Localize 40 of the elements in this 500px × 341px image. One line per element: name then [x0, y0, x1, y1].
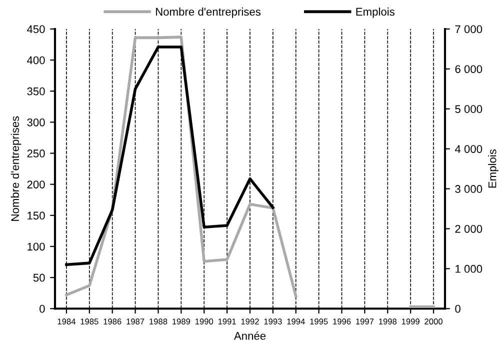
- x-tick-label: 1985: [80, 318, 98, 324]
- x-tick-label: 1998: [379, 318, 397, 324]
- y-tick-label: 0: [40, 304, 45, 313]
- y-tick-label: 250: [27, 150, 45, 158]
- y2-axis-title: Emplois: [488, 149, 498, 188]
- y2-tick-label: 4 000: [454, 145, 482, 153]
- y-tick-label: 50: [33, 274, 45, 282]
- y2-tick-label: 2 000: [455, 224, 482, 233]
- x-tick-label: 1989: [172, 318, 190, 324]
- x-tick-label: 1997: [356, 318, 374, 324]
- x-tick-label: 1999: [402, 318, 420, 324]
- y-tick-label: 400: [26, 56, 45, 64]
- x-tick-label: 1986: [104, 318, 122, 324]
- y-tick-label: 350: [27, 87, 45, 96]
- y-tick-label: 450: [26, 25, 45, 34]
- x-tick-label: 1993: [264, 318, 282, 324]
- y2-tick-label: 5 000: [455, 105, 482, 114]
- y-tick-label: 200: [27, 180, 45, 188]
- y-tick-label: 100: [28, 242, 45, 251]
- x-tick-label: 1990: [195, 318, 214, 324]
- x-tick-label: 1994: [287, 318, 305, 324]
- y2-tick-label: 3 000: [455, 185, 482, 193]
- x-tick-label: 1987: [126, 318, 144, 324]
- x-tick-label: 1988: [150, 318, 168, 324]
- y2-tick-label: 0: [455, 304, 460, 313]
- legend-label: Nombre d'entreprises: [156, 8, 261, 18]
- x-tick-label: 2000: [424, 318, 442, 324]
- x-tick-label: 1984: [58, 318, 76, 324]
- y2-tick-label: 6 000: [455, 65, 482, 74]
- y-axis-title: Nombre d'entreprises: [10, 116, 22, 221]
- legend-label: Emplois: [356, 8, 395, 18]
- y-tick-label: 150: [28, 212, 45, 220]
- y2-tick-label: 7 000: [455, 25, 482, 34]
- x-tick-label: 1995: [310, 318, 328, 324]
- x-tick-label: 1992: [241, 318, 259, 324]
- y-tick-label: 300: [27, 118, 45, 126]
- y2-tick-label: 1 000: [456, 264, 482, 273]
- x-tick-label: 1996: [333, 318, 351, 324]
- x-axis-title: Année: [234, 332, 266, 340]
- x-tick-label: 1991: [218, 318, 236, 324]
